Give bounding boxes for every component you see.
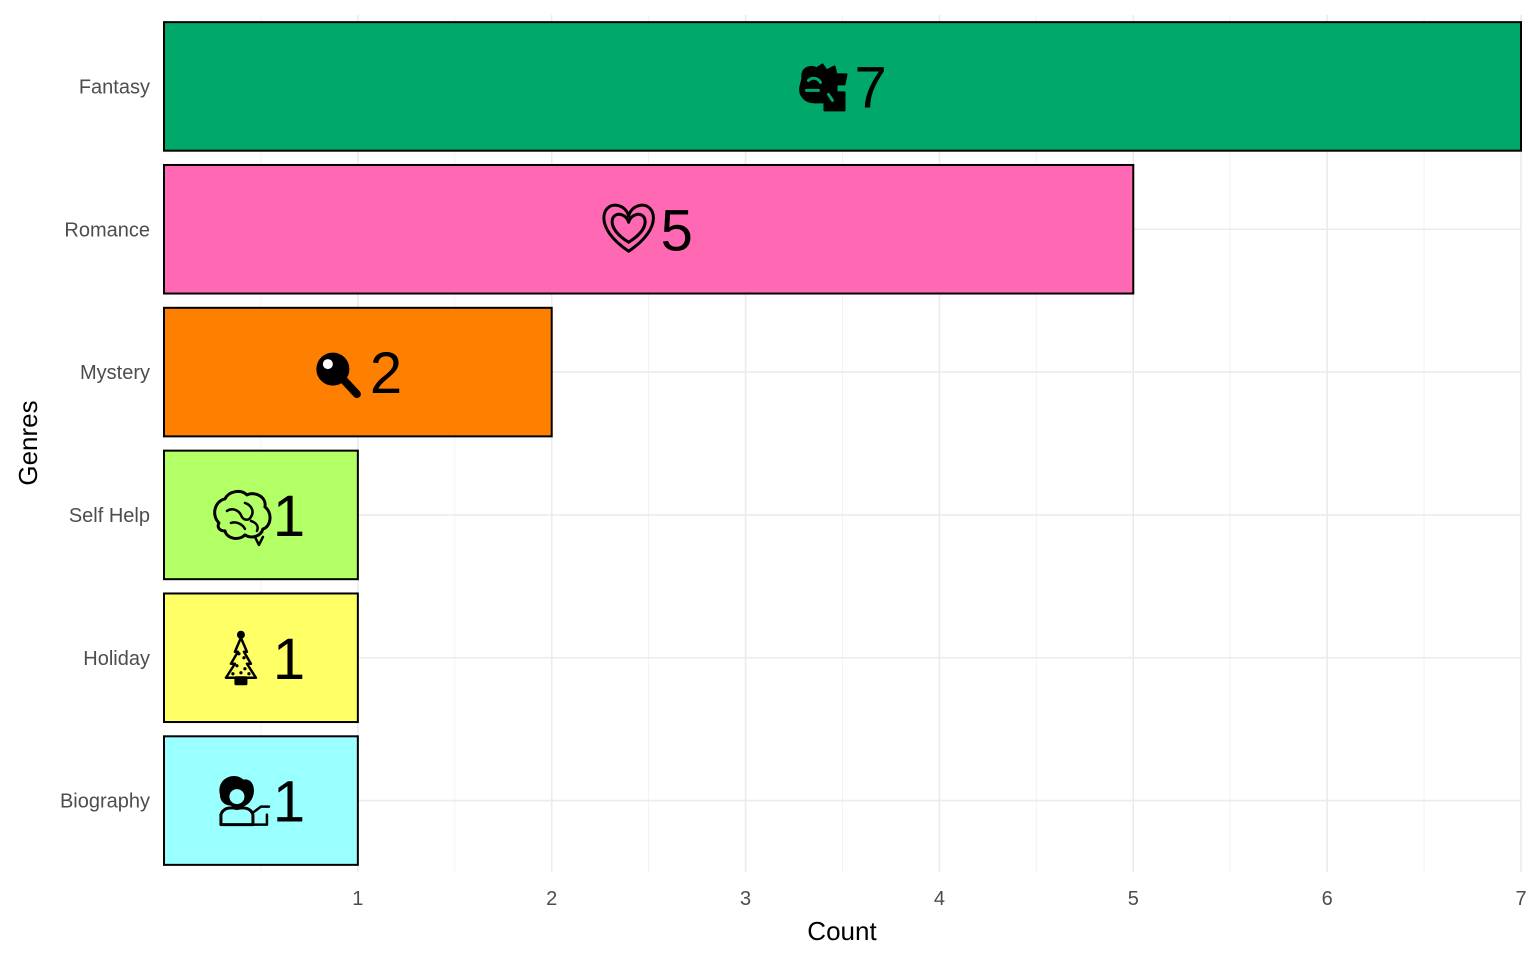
x-tick-label: 1: [352, 888, 363, 910]
bar-biography: [163, 735, 359, 866]
person-icon: [219, 776, 271, 827]
bar-value-label: 5: [661, 198, 693, 263]
x-axis-ticks: 1 2 3 4 5 6 7: [352, 888, 1526, 910]
y-tick-label: Biography: [60, 791, 150, 813]
bar-value-label: 2: [370, 341, 402, 406]
bar-romance: [163, 163, 1135, 295]
x-tick-label: 4: [934, 888, 945, 910]
y-tick-label: Self Help: [69, 505, 150, 527]
christmas-tree-icon: [224, 630, 258, 686]
bars: 7 5 2 1 1 1: [163, 21, 1522, 866]
y-tick-label: Mystery: [80, 362, 150, 384]
y-axis-title: Genres: [13, 400, 43, 485]
y-tick-label: Holiday: [83, 648, 150, 670]
bar-mystery: [163, 306, 553, 438]
bar-value-label: 1: [273, 484, 305, 549]
x-tick-label: 2: [546, 888, 557, 910]
dragon-icon: [799, 63, 848, 112]
x-axis-title: Count: [807, 916, 877, 946]
x-tick-label: 3: [740, 888, 751, 910]
x-tick-label: 6: [1322, 888, 1333, 910]
y-tick-label: Romance: [64, 219, 150, 241]
magnifying-glass-icon: [316, 352, 361, 399]
bar-self-help: [163, 449, 359, 581]
bar-value-label: 1: [273, 770, 305, 835]
bar-holiday: [163, 592, 359, 724]
bar-value-label: 7: [855, 55, 887, 120]
y-tick-label: Fantasy: [79, 76, 150, 98]
x-tick-label: 5: [1128, 888, 1139, 910]
bar-fantasy: [163, 21, 1522, 152]
bar-value-label: 1: [273, 627, 305, 692]
heart-icon: [602, 203, 655, 253]
x-tick-label: 7: [1515, 888, 1526, 910]
gridlines: [164, 15, 1522, 872]
y-axis-ticks: Fantasy Romance Mystery Self Help Holiday Bio…: [60, 76, 150, 812]
brain-icon: [213, 489, 272, 547]
